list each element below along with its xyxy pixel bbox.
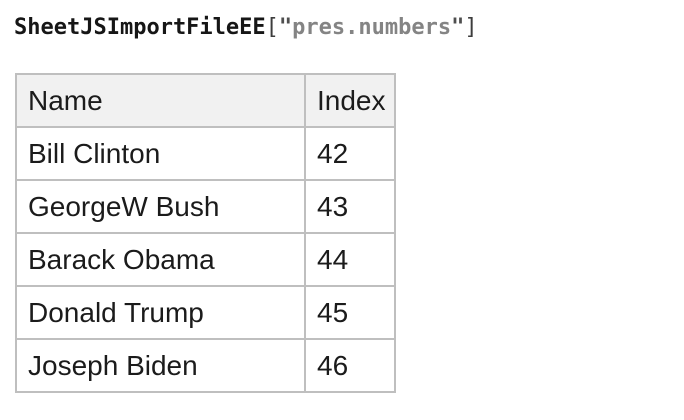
table-row: GeorgeW Bush 43 [15,179,396,234]
table-body: Bill Clinton 42 GeorgeW Bush 43 Barack Obama… [15,126,396,393]
presidents-table: Name Index Bill Clinton 42 GeorgeW Bush 43 Ba… [15,73,396,393]
table-cell-name: GeorgeW Bush [15,179,306,234]
table-cell-index: 42 [304,126,396,181]
table-row: Donald Trump 45 [15,285,396,340]
docs-page: SheetJSImportFileEE["pres.numbers"] Name… [14,14,684,393]
table-row: Bill Clinton 42 [15,126,396,181]
table-cell-name: Barack Obama [15,232,306,287]
code-title: SheetJSImportFileEE["pres.numbers"] [14,15,478,40]
code-token-0: SheetJSImportFileEE [14,15,266,40]
table-cell-name: Bill Clinton [15,126,306,181]
table-cell-index: 46 [304,338,396,393]
code-token-5: ] [464,15,478,40]
table-cell-index: 44 [304,232,396,287]
code-token-4: " [451,15,465,40]
code-token-1: [ [265,15,279,40]
code-token-3: pres.numbers [292,15,452,40]
table-cell-name: Joseph Biden [15,338,306,393]
code-token-2: " [278,15,293,40]
table-header: Name Index [15,73,396,128]
table-row: Joseph Biden 46 [15,338,396,393]
table-cell-name: Donald Trump [15,285,306,340]
table-cell-index: 43 [304,179,396,234]
table-header-row: Name Index [15,73,396,128]
column-header-index: Index [304,73,396,128]
table-cell-index: 45 [304,285,396,340]
page-title: SheetJSImportFileEE["pres.numbers"] [14,14,684,42]
column-header-name: Name [15,73,306,128]
table-row: Barack Obama 44 [15,232,396,287]
